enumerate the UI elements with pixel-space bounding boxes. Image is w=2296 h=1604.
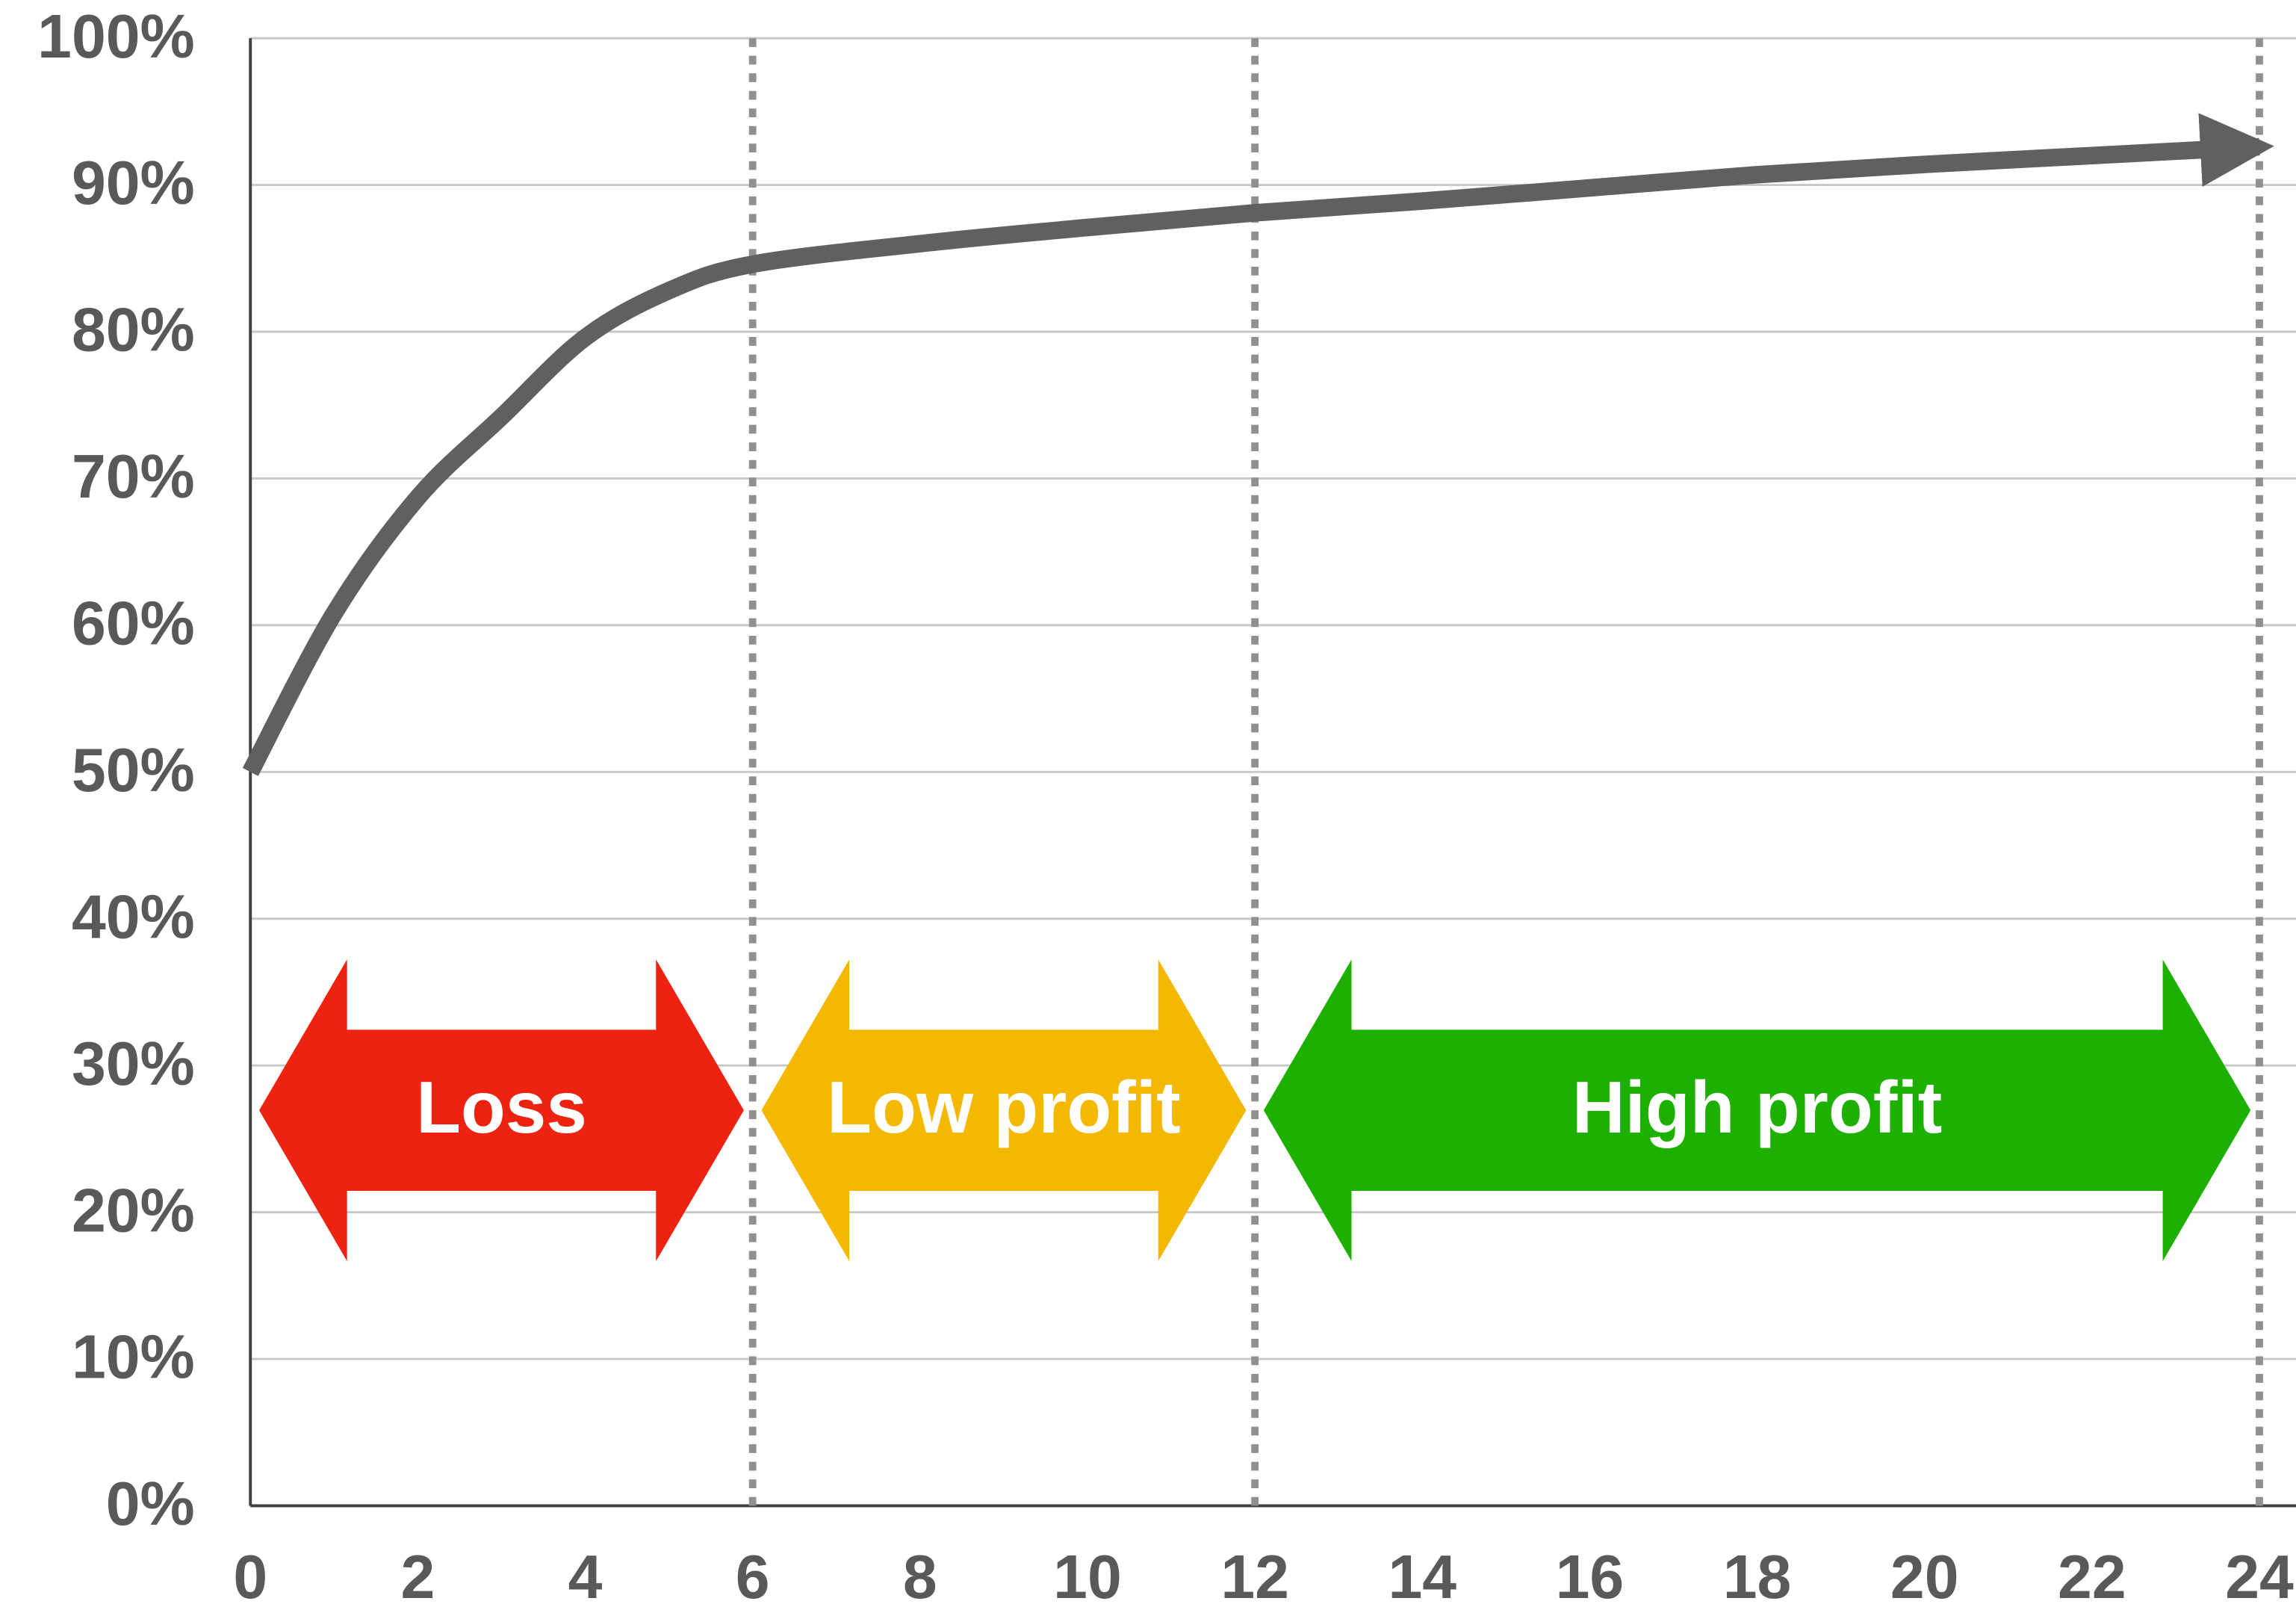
region-label: Loss xyxy=(416,1066,587,1148)
x-tick-label: 24 xyxy=(2225,1543,2294,1604)
x-tick-label: 20 xyxy=(1890,1543,1959,1604)
y-tick-label: 30% xyxy=(72,1029,195,1098)
x-tick-label: 16 xyxy=(1556,1543,1625,1604)
y-tick-label: 20% xyxy=(72,1176,195,1245)
x-tick-label: 18 xyxy=(1723,1543,1792,1604)
x-tick-label: 0 xyxy=(233,1543,267,1604)
region-label: Low profit xyxy=(827,1066,1181,1148)
y-tick-label: 90% xyxy=(72,149,195,217)
region-arrow xyxy=(761,959,1247,1262)
region-arrow xyxy=(1263,959,2251,1262)
x-tick-label: 2 xyxy=(400,1543,435,1604)
x-tick-label: 6 xyxy=(736,1543,770,1604)
y-tick-label: 0% xyxy=(106,1470,195,1538)
x-tick-label: 8 xyxy=(903,1543,937,1604)
y-tick-label: 50% xyxy=(72,736,195,805)
y-tick-label: 100% xyxy=(37,2,195,71)
x-tick-label: 4 xyxy=(568,1543,603,1604)
x-tick-label: 22 xyxy=(2058,1543,2126,1604)
x-tick-label: 14 xyxy=(1388,1543,1456,1604)
x-tick-label: 10 xyxy=(1053,1543,1122,1604)
trend-line xyxy=(242,113,2274,776)
y-tick-label: 70% xyxy=(72,442,195,511)
y-tick-label: 80% xyxy=(72,296,195,365)
y-tick-label: 60% xyxy=(72,589,195,658)
y-tick-label: 10% xyxy=(72,1323,195,1392)
x-tick-label: 12 xyxy=(1220,1543,1289,1604)
region-label: High profit xyxy=(1572,1066,1942,1148)
region-arrow xyxy=(259,959,744,1262)
y-tick-label: 40% xyxy=(72,882,195,951)
